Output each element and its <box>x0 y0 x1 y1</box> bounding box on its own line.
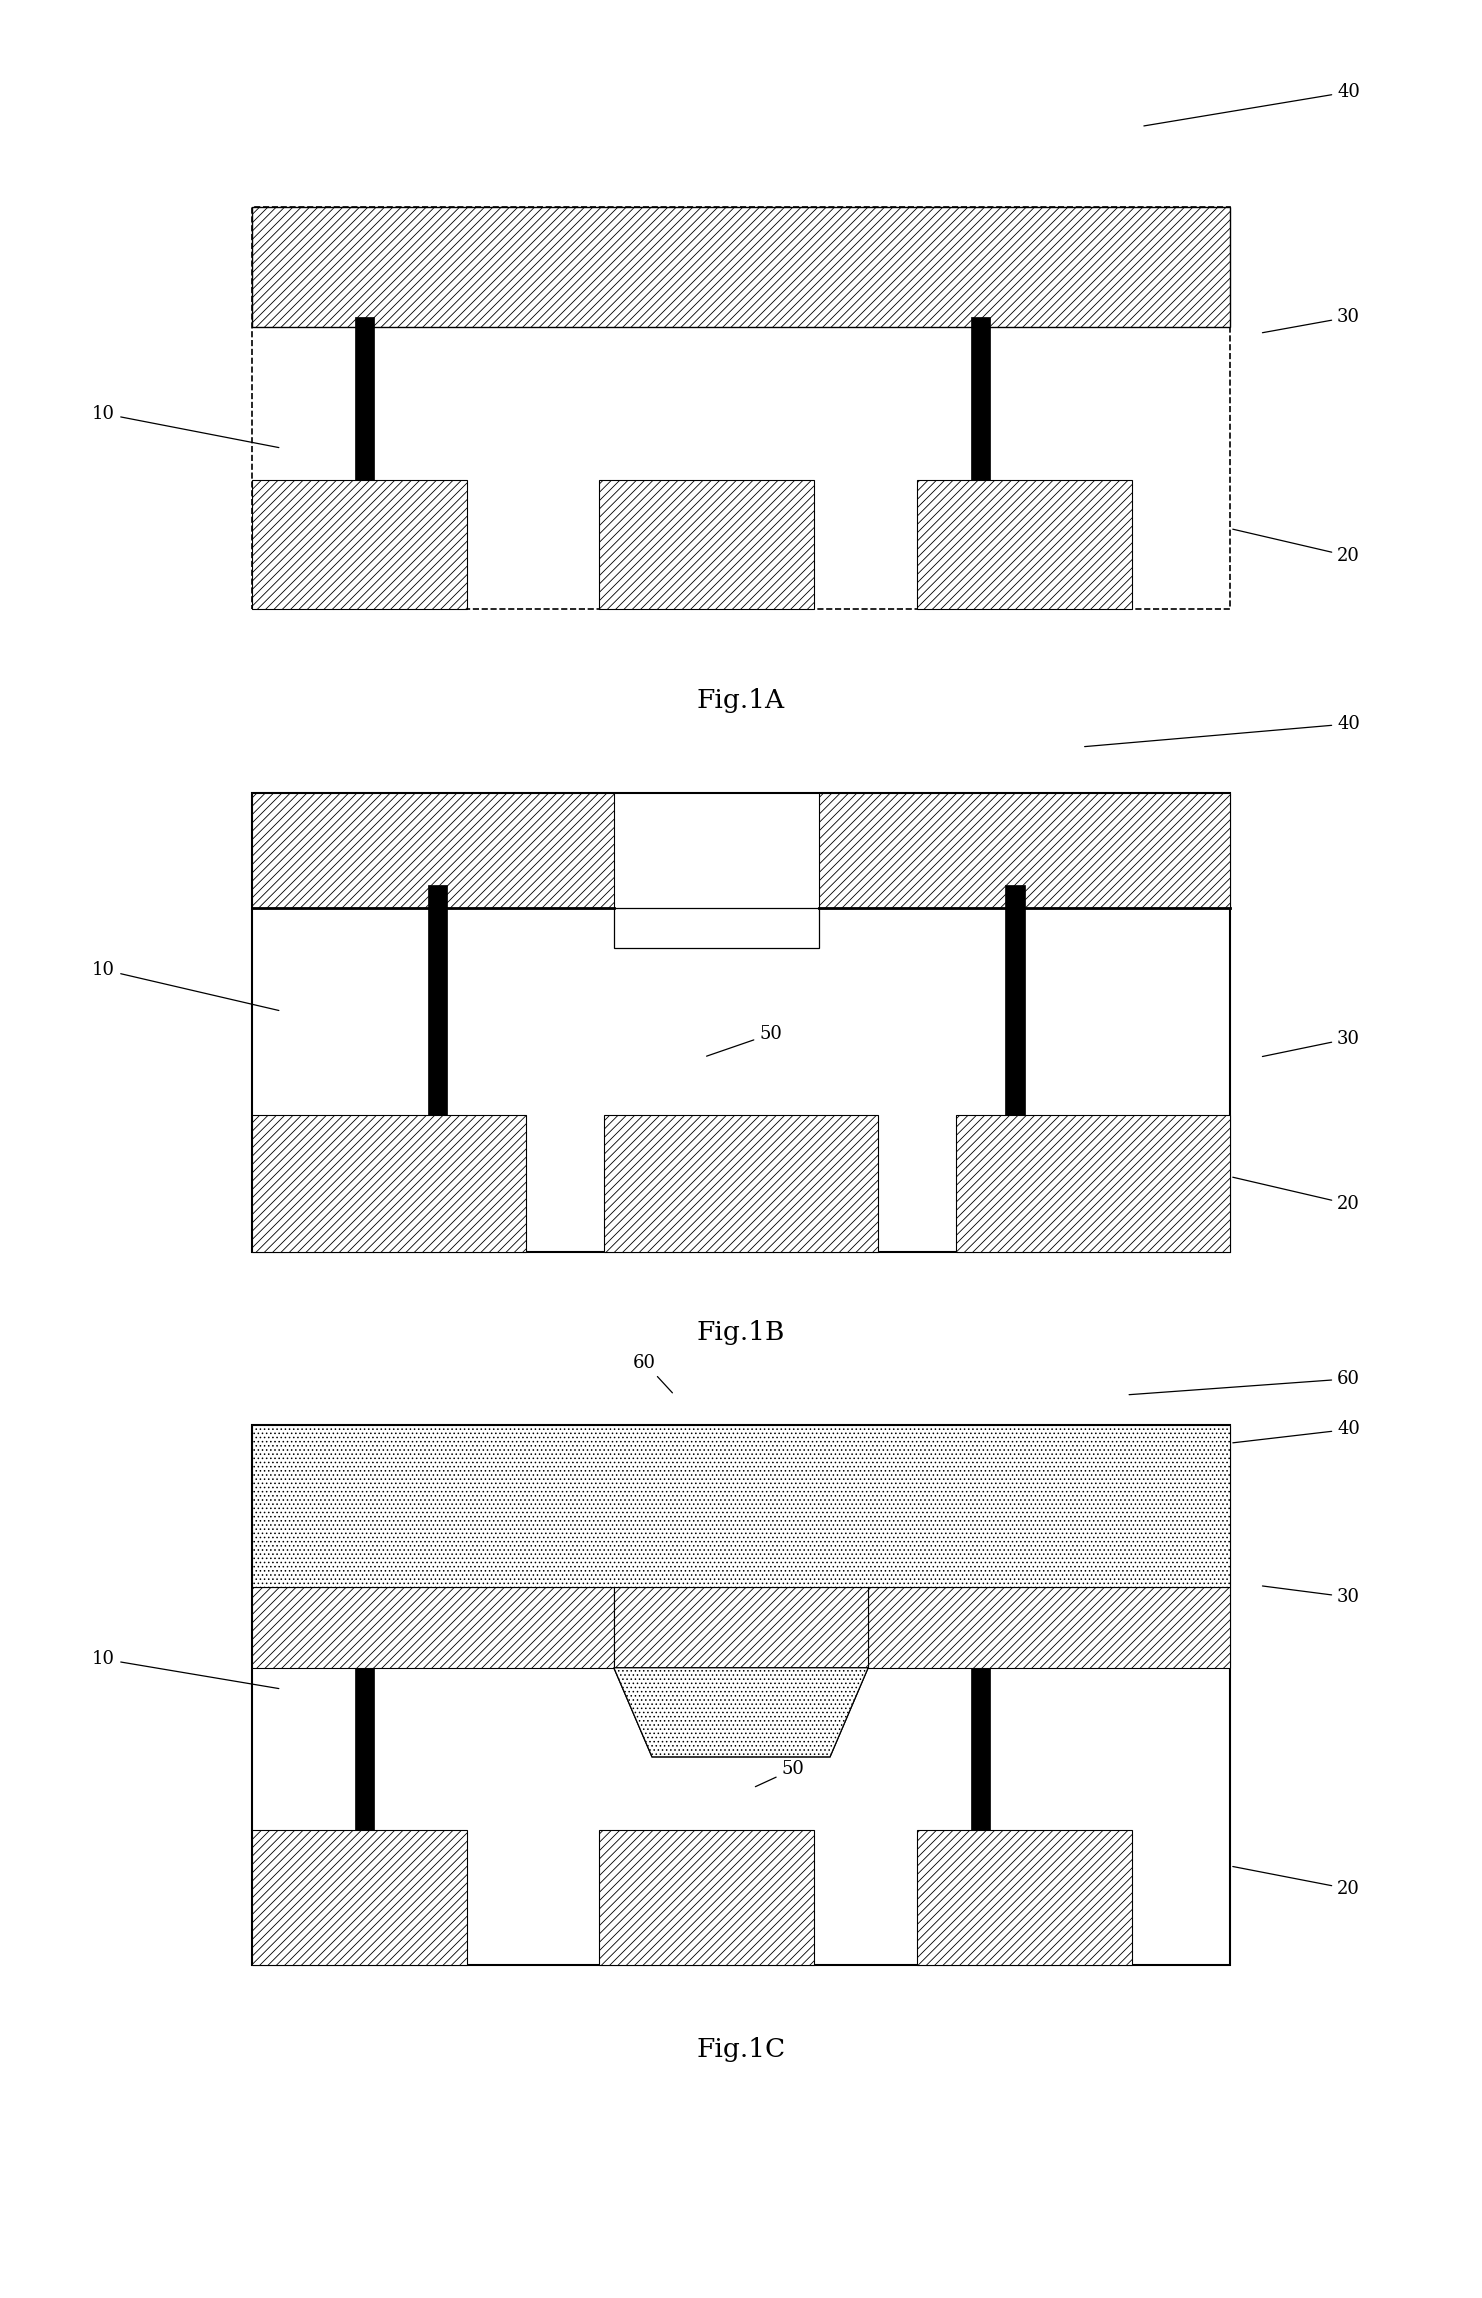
Bar <box>971 1668 990 1829</box>
Bar <box>917 480 1132 609</box>
Bar <box>820 793 1230 908</box>
Bar <box>614 1586 868 1668</box>
Bar <box>599 1829 814 1965</box>
Text: 10: 10 <box>92 404 279 448</box>
Bar <box>252 480 467 609</box>
Bar <box>252 207 1230 329</box>
Bar <box>252 793 614 908</box>
Bar <box>971 317 990 480</box>
Text: 30: 30 <box>1263 1586 1360 1606</box>
Bar <box>917 1829 1132 1965</box>
Bar <box>1005 885 1024 1115</box>
Text: 10: 10 <box>92 961 279 1011</box>
Text: 20: 20 <box>1233 1866 1360 1898</box>
Text: Fig.1C: Fig.1C <box>697 2038 785 2061</box>
Text: 60: 60 <box>1129 1370 1360 1395</box>
Bar <box>252 1425 1230 1586</box>
Bar <box>599 480 814 609</box>
Polygon shape <box>614 1668 868 1758</box>
Bar <box>252 207 1230 609</box>
Text: 40: 40 <box>1085 715 1360 747</box>
Text: 10: 10 <box>92 1650 279 1689</box>
Text: 40: 40 <box>1144 83 1360 126</box>
Text: 50: 50 <box>707 1025 782 1057</box>
Bar <box>354 317 373 480</box>
Bar <box>868 1586 1230 1668</box>
Bar <box>252 793 1230 1252</box>
Text: 60: 60 <box>633 1354 673 1393</box>
Text: Fig.1A: Fig.1A <box>697 689 785 712</box>
Bar <box>252 1829 467 1965</box>
Bar <box>605 1115 877 1252</box>
Text: Fig.1B: Fig.1B <box>697 1321 785 1344</box>
Polygon shape <box>614 1668 868 1758</box>
Text: 40: 40 <box>1233 1420 1360 1443</box>
Bar <box>252 1115 526 1252</box>
Bar <box>252 1586 614 1668</box>
Text: 20: 20 <box>1233 529 1360 565</box>
Text: 50: 50 <box>756 1760 805 1786</box>
Bar <box>354 1668 373 1829</box>
Text: 30: 30 <box>1263 1030 1360 1057</box>
Bar <box>956 1115 1230 1252</box>
Bar <box>614 908 820 947</box>
Polygon shape <box>614 1668 868 1758</box>
Text: 20: 20 <box>1233 1177 1360 1213</box>
Bar <box>428 885 448 1115</box>
Text: 30: 30 <box>1263 308 1360 333</box>
Bar <box>252 1425 1230 1965</box>
